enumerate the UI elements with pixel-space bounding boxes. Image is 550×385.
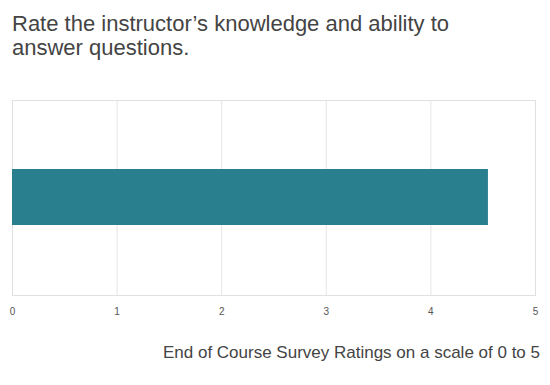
svg-text:1: 1 xyxy=(114,306,120,317)
html-text:End of Course Survey Ratings o: End of Course Survey Ratings on a scale … xyxy=(163,343,540,362)
svg-text:3: 3 xyxy=(324,306,330,317)
svg-text:5: 5 xyxy=(533,306,539,317)
svg-text:2: 2 xyxy=(219,306,225,317)
svg-text:0: 0 xyxy=(10,306,16,317)
html-text:Rate the instructor’s knowledg: Rate the instructor’s knowledge and abil… xyxy=(12,11,449,60)
svg-text:4: 4 xyxy=(428,306,434,317)
